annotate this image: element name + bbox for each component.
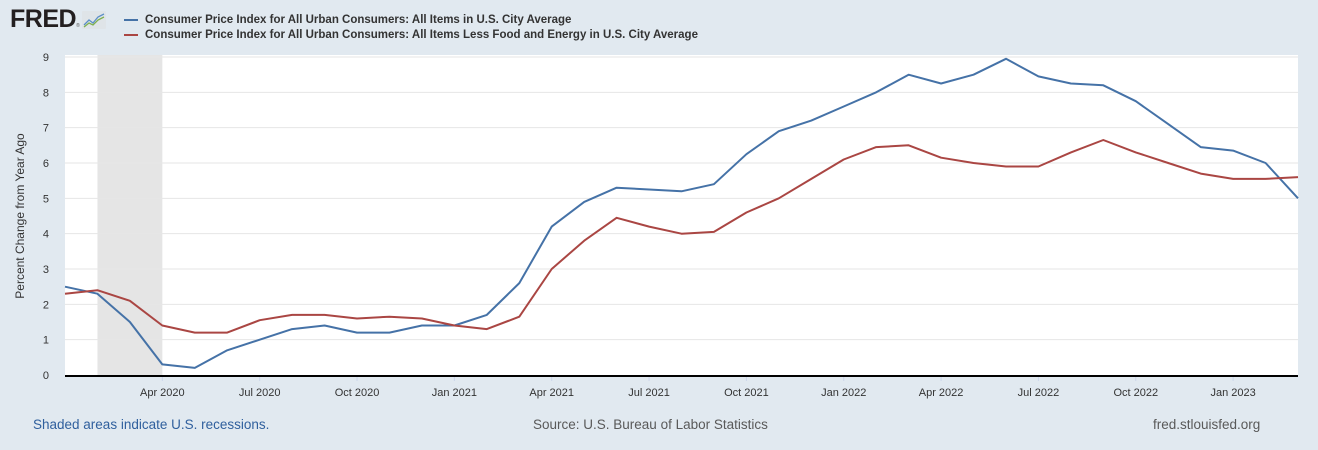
y-tick-label: 0 bbox=[43, 370, 49, 382]
y-tick-label: 9 bbox=[43, 52, 49, 64]
y-tick-label: 5 bbox=[43, 193, 49, 205]
x-tick-label: Oct 2020 bbox=[335, 387, 380, 399]
source-note: Source: U.S. Bureau of Labor Statistics bbox=[533, 417, 768, 432]
x-tick-label: Jan 2022 bbox=[821, 387, 866, 399]
x-tick-label: Apr 2022 bbox=[919, 387, 964, 399]
y-tick-label: 6 bbox=[43, 158, 49, 170]
y-tick-label: 3 bbox=[43, 264, 49, 276]
recession-shade bbox=[97, 55, 163, 375]
y-tick-label: 4 bbox=[43, 229, 49, 241]
line-chart-icon bbox=[81, 10, 106, 29]
chart-legend: Consumer Price Index for All Urban Consu… bbox=[124, 12, 698, 42]
x-tick-label: Apr 2021 bbox=[529, 387, 574, 399]
y-tick-label: 2 bbox=[43, 299, 49, 311]
y-tick-label: 7 bbox=[43, 123, 49, 135]
x-tick-label: Jul 2022 bbox=[1018, 387, 1060, 399]
fred-logo[interactable]: FRED ® bbox=[10, 7, 106, 32]
x-tick-label: Jul 2020 bbox=[239, 387, 281, 399]
legend-label: Consumer Price Index for All Urban Consu… bbox=[145, 13, 572, 26]
legend-swatch-red bbox=[124, 33, 138, 36]
legend-item-cpi-core[interactable]: Consumer Price Index for All Urban Consu… bbox=[124, 27, 698, 42]
registered-mark: ® bbox=[76, 23, 80, 29]
recession-shading-group bbox=[97, 55, 163, 375]
legend-label: Consumer Price Index for All Urban Consu… bbox=[145, 28, 698, 41]
series-line-2[interactable] bbox=[64, 139, 1299, 334]
x-tick-label: Oct 2022 bbox=[1113, 387, 1158, 399]
plot-area bbox=[65, 55, 1298, 375]
x-tick-label: Jan 2023 bbox=[1210, 387, 1255, 399]
legend-swatch-blue bbox=[124, 18, 138, 21]
x-axis-ticks: Apr 2020 Jul 2020 Oct 2020 Jan 2021 Apr 2021… bbox=[140, 375, 1256, 399]
y-tick-label: 1 bbox=[43, 335, 49, 347]
recession-note[interactable]: Shaded areas indicate U.S. recessions. bbox=[33, 417, 270, 432]
series-lines bbox=[64, 57, 1299, 369]
y-axis-title: Percent Change from Year Ago bbox=[13, 133, 27, 299]
series-line-1[interactable] bbox=[64, 57, 1299, 369]
logo-text: FRED bbox=[10, 5, 77, 33]
x-tick-label: Jan 2021 bbox=[432, 387, 477, 399]
y-tick-label: 8 bbox=[43, 87, 49, 99]
site-link[interactable]: fred.stlouisfed.org bbox=[1153, 417, 1261, 432]
x-tick-label: Oct 2021 bbox=[724, 387, 769, 399]
gridlines: 0 1 2 3 4 5 6 7 8 9 bbox=[43, 52, 1298, 382]
x-tick-label: Apr 2020 bbox=[140, 387, 185, 399]
x-tick-label: Jul 2021 bbox=[628, 387, 670, 399]
legend-item-cpi-all-items[interactable]: Consumer Price Index for All Urban Consu… bbox=[124, 12, 698, 27]
